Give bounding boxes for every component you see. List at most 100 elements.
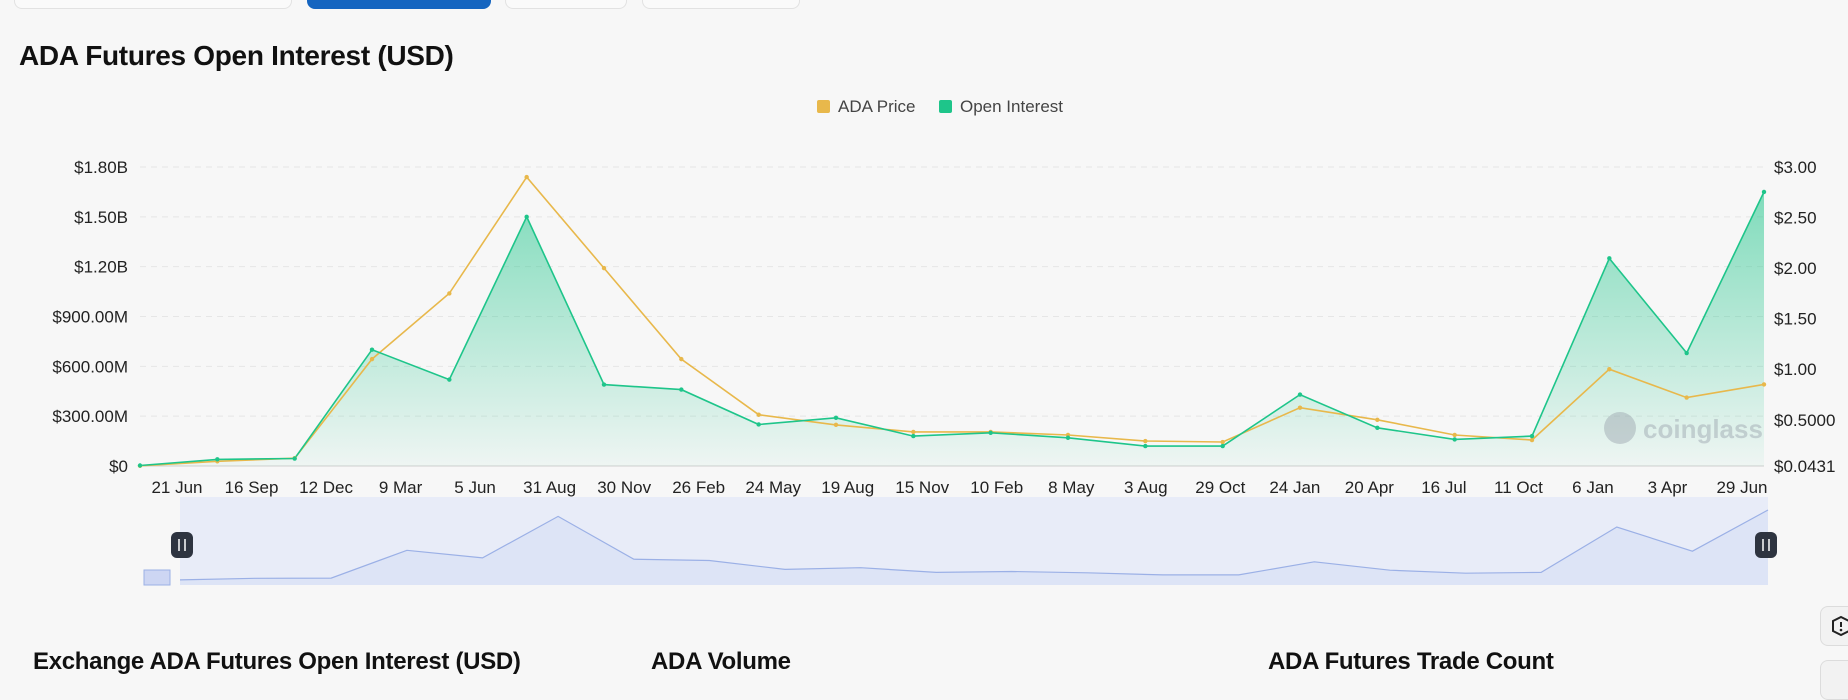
tab-button[interactable] bbox=[642, 0, 800, 9]
ada-price-point bbox=[1607, 367, 1612, 372]
legend-swatch bbox=[817, 100, 830, 113]
x-tick-label: 16 Sep bbox=[225, 478, 279, 497]
open-interest-chart: $0 $300.00M $600.00M $900.00M $1.20B $1.50B $1… bbox=[52, 97, 1835, 586]
ada-price-point bbox=[601, 265, 607, 271]
ada-price-point bbox=[447, 291, 452, 296]
x-tick-label: 29 Oct bbox=[1195, 478, 1245, 497]
section-title-exchange-oi: Exchange ADA Futures Open Interest (USD) bbox=[33, 648, 521, 675]
x-tick-label: 19 Aug bbox=[821, 478, 874, 497]
legend-label: ADA Price bbox=[838, 97, 915, 116]
y-left-tick-label: $0 bbox=[109, 457, 128, 476]
y-left-tick-label: $600.00M bbox=[52, 357, 128, 376]
x-tick-label: 3 Apr bbox=[1648, 478, 1688, 497]
open-interest-point bbox=[137, 463, 143, 468]
open-interest-point bbox=[1529, 433, 1535, 439]
open-interest-point bbox=[1220, 443, 1225, 449]
x-tick-label: 5 Jun bbox=[454, 478, 496, 497]
y-left-tick-label: $1.50B bbox=[74, 208, 128, 227]
ada-price-point bbox=[524, 174, 529, 180]
open-interest-point bbox=[369, 347, 375, 352]
tab-button[interactable] bbox=[14, 0, 292, 9]
open-interest-point bbox=[1143, 443, 1148, 449]
ada-price-point bbox=[369, 356, 375, 362]
y-right-tick-label: $3.00 bbox=[1774, 158, 1817, 177]
x-tick-label: 3 Aug bbox=[1124, 478, 1168, 497]
open-interest-point bbox=[833, 415, 839, 421]
ada-price-point bbox=[833, 422, 839, 428]
navigator-handle-grip bbox=[1755, 532, 1777, 558]
ada-price-point bbox=[1761, 382, 1767, 387]
coinglass-watermark: coinglass bbox=[1604, 412, 1763, 444]
open-interest-point bbox=[911, 433, 916, 439]
page-title: ADA Futures Open Interest (USD) bbox=[19, 40, 454, 71]
x-tick-label: 8 May bbox=[1048, 478, 1095, 497]
section-title-trade-count: ADA Futures Trade Count bbox=[1268, 648, 1554, 675]
x-tick-label: 9 Mar bbox=[379, 478, 423, 497]
watermark-logo-icon bbox=[1604, 412, 1636, 444]
y-left-tick-label: $1.80B bbox=[74, 158, 128, 177]
ada-price-point bbox=[1375, 417, 1380, 422]
tab-button-active[interactable] bbox=[307, 0, 491, 9]
x-tick-label: 24 Jan bbox=[1269, 478, 1320, 497]
legend-swatch bbox=[939, 100, 952, 113]
open-interest-point bbox=[1452, 437, 1457, 442]
ada-price-point bbox=[1143, 438, 1148, 444]
x-tick-label: 29 Jun bbox=[1716, 478, 1767, 497]
section-title-volume: ADA Volume bbox=[651, 648, 791, 675]
x-tick-label: 20 Apr bbox=[1345, 478, 1394, 497]
y-right-tick-label: $2.50 bbox=[1774, 209, 1817, 228]
x-tick-label: 30 Nov bbox=[597, 478, 651, 497]
open-interest-point bbox=[1065, 435, 1071, 440]
open-interest-point bbox=[988, 430, 993, 435]
open-interest-point bbox=[447, 377, 452, 382]
open-interest-point bbox=[215, 457, 220, 462]
x-tick-label: 16 Jul bbox=[1421, 478, 1466, 497]
x-tick-label: 21 Jun bbox=[151, 478, 202, 497]
navigator-line bbox=[179, 509, 1769, 581]
navigator-handle[interactable] bbox=[171, 532, 193, 558]
navigator-handle[interactable] bbox=[1755, 532, 1777, 558]
y-right-tick-label: $0.5000 bbox=[1774, 411, 1835, 430]
feedback-button[interactable] bbox=[1820, 606, 1848, 646]
x-tick-label: 6 Jan bbox=[1572, 478, 1614, 497]
navigator-area bbox=[180, 510, 1768, 585]
y-right-tick-label: $0.0431 bbox=[1774, 457, 1835, 476]
x-tick-label: 31 Aug bbox=[523, 478, 576, 497]
ada-price-point bbox=[1452, 432, 1457, 438]
open-interest-point bbox=[1297, 392, 1303, 397]
open-interest-point bbox=[1607, 256, 1612, 261]
y-left-tick-label: $900.00M bbox=[52, 308, 128, 327]
tab-button[interactable] bbox=[505, 0, 627, 9]
ada-price-point bbox=[1529, 437, 1535, 443]
open-interest-area bbox=[140, 191, 1764, 466]
y-left-tick-label: $300.00M bbox=[52, 407, 128, 426]
x-tick-label: 15 Nov bbox=[895, 478, 949, 497]
open-interest-point bbox=[292, 456, 297, 461]
y-right-tick-label: $1.00 bbox=[1774, 360, 1817, 379]
y-right-tick-label: $2.00 bbox=[1774, 259, 1817, 278]
legend-label: Open Interest bbox=[960, 97, 1063, 116]
ada-price-point bbox=[756, 412, 761, 417]
ada-price-point bbox=[679, 356, 684, 362]
x-tick-label: 10 Feb bbox=[970, 478, 1023, 497]
open-interest-point bbox=[756, 422, 761, 427]
alert-icon bbox=[1832, 615, 1848, 637]
y-right-tick-label: $1.50 bbox=[1774, 310, 1817, 329]
navigator-start-block bbox=[143, 569, 171, 586]
open-interest-point bbox=[524, 214, 529, 220]
x-tick-label: 24 May bbox=[745, 478, 801, 497]
ada-price-point bbox=[911, 429, 916, 435]
open-interest-point bbox=[1684, 350, 1689, 356]
scroll-top-button[interactable] bbox=[1820, 660, 1848, 700]
y-left-tick-label: $1.20B bbox=[74, 258, 128, 277]
watermark-text: coinglass bbox=[1643, 414, 1763, 444]
open-interest-point bbox=[601, 382, 607, 387]
open-interest-line bbox=[139, 191, 1765, 467]
x-tick-label: 11 Oct bbox=[1494, 478, 1543, 497]
open-interest-point bbox=[1375, 425, 1380, 430]
x-tick-label: 12 Dec bbox=[299, 478, 353, 497]
ada-price-point bbox=[1220, 439, 1225, 445]
open-interest-point bbox=[1761, 189, 1767, 195]
navigator-handle-grip bbox=[171, 532, 193, 558]
x-tick-label: 26 Feb bbox=[672, 478, 725, 497]
